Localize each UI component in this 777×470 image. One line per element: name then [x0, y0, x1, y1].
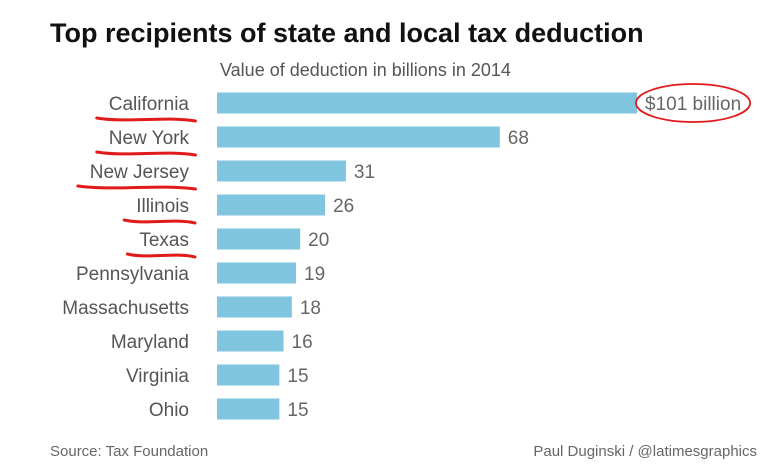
bar-massachusetts [217, 296, 292, 318]
category-label-ohio: Ohio [149, 400, 189, 421]
category-label-new-york: New York [109, 128, 190, 149]
category-label-maryland: Maryland [111, 332, 189, 353]
underline-annotation-illinois [122, 218, 197, 225]
underline-annotation-new-york [95, 150, 197, 157]
value-label-pennsylvania: 19 [304, 264, 325, 285]
bar-virginia [217, 364, 280, 386]
underline-annotation-texas [125, 252, 197, 259]
category-label-pennsylvania: Pennsylvania [76, 264, 189, 285]
category-label-illinois: Illinois [136, 196, 189, 217]
value-label-maryland: 16 [292, 332, 313, 353]
value-label-virginia: 15 [287, 366, 308, 387]
category-label-massachusetts: Massachusetts [62, 298, 189, 319]
chart-title: Top recipients of state and local tax de… [50, 18, 644, 48]
circle-annotation [635, 83, 752, 123]
category-label-california: California [109, 94, 190, 115]
value-label-massachusetts: 18 [300, 298, 321, 319]
bar-illinois [217, 194, 326, 216]
underline-annotation-california [95, 116, 197, 123]
bar-new-jersey [217, 160, 346, 182]
bar-maryland [217, 330, 284, 352]
bar-pennsylvania [217, 262, 297, 284]
bar-ohio [217, 398, 280, 420]
credit-note: Paul Duginski / @latimesgraphics [533, 443, 757, 460]
category-label-new-jersey: New Jersey [90, 162, 190, 183]
bar-texas [217, 228, 301, 250]
value-label-new-jersey: 31 [354, 162, 375, 183]
value-label-ohio: 15 [287, 400, 308, 421]
source-note: Source: Tax Foundation [50, 443, 209, 460]
bar-california [217, 92, 637, 114]
bar-new-york [217, 126, 500, 148]
underline-annotation-new-jersey [76, 184, 197, 191]
value-label-illinois: 26 [333, 196, 354, 217]
value-label-california: $101 billion [645, 94, 741, 115]
category-label-texas: Texas [139, 230, 189, 251]
category-label-virginia: Virginia [126, 366, 189, 387]
value-label-new-york: 68 [508, 128, 529, 149]
chart-subtitle: Value of deduction in billions in 2014 [220, 60, 511, 80]
value-label-texas: 20 [308, 230, 329, 251]
